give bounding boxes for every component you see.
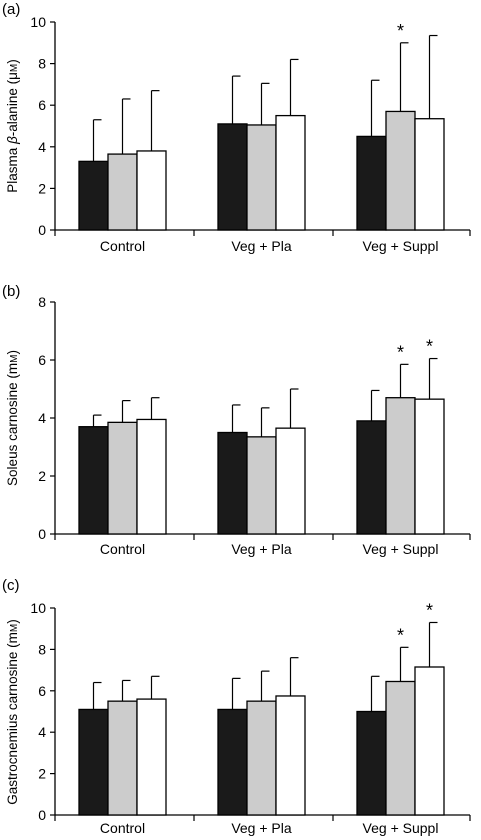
bar	[385, 680, 416, 816]
y-tick-label: 8	[38, 641, 46, 657]
y-axis-label-part: )	[5, 619, 20, 624]
bar	[356, 135, 387, 231]
bar	[246, 436, 277, 535]
y-tick-label: 0	[38, 222, 46, 238]
bar	[78, 160, 109, 231]
category-label: Control	[100, 820, 145, 836]
y-axis-label-part: Plasma	[5, 144, 20, 193]
y-axis-label-part: M	[9, 624, 20, 632]
y-axis-label-part: Soleus carnosine (m	[5, 363, 20, 486]
y-axis-label-part: M	[9, 355, 20, 363]
bar	[217, 708, 248, 816]
bar	[217, 431, 248, 535]
y-axis-label-part: Gastrocnemius carnosine (m	[5, 632, 20, 805]
y-tick-label: 10	[30, 600, 46, 616]
category-label: Veg + Suppl	[363, 541, 439, 557]
bar	[385, 397, 416, 535]
category-label: Veg + Suppl	[363, 238, 439, 254]
y-tick-label: 6	[38, 352, 46, 368]
y-tick-label: 2	[38, 180, 46, 196]
significance-marker: *	[426, 600, 433, 620]
bar	[414, 666, 445, 816]
bar	[275, 114, 306, 231]
y-axis-label: Plasma β-alanine (μM)	[5, 59, 20, 192]
category-label: Veg + Pla	[231, 238, 292, 254]
bar	[356, 710, 387, 816]
bar	[385, 110, 416, 231]
bar	[107, 700, 138, 816]
panel-label: (a)	[2, 1, 20, 18]
significance-marker: *	[397, 21, 404, 41]
bar	[136, 698, 167, 816]
y-tick-label: 2	[38, 766, 46, 782]
y-tick-label: 0	[38, 807, 46, 823]
y-axis-label-part: -alanine (μ	[5, 72, 20, 136]
category-label: Veg + Suppl	[363, 820, 439, 836]
bar	[414, 398, 445, 535]
panel-label: (b)	[2, 283, 20, 300]
y-tick-label: 6	[38, 97, 46, 113]
panel-label: (c)	[2, 577, 20, 594]
bar	[107, 153, 138, 231]
category-label: Veg + Pla	[231, 820, 292, 836]
y-tick-label: 0	[38, 526, 46, 542]
bar	[136, 418, 167, 535]
bar	[78, 426, 109, 535]
panel-1: (a) Plasma β-alanine (μM) 0 2 4 6 8 10 Control Ve…	[2, 1, 471, 254]
significance-marker: *	[426, 337, 433, 357]
y-tick-label: 4	[38, 724, 46, 740]
bar	[107, 421, 138, 535]
y-tick-label: 2	[38, 468, 46, 484]
bar	[246, 700, 277, 816]
bar	[414, 118, 445, 231]
significance-marker: *	[397, 342, 404, 362]
bar	[275, 695, 306, 816]
category-label: Control	[100, 238, 145, 254]
y-axis-label-part: M	[9, 64, 20, 72]
y-tick-label: 10	[30, 14, 46, 30]
bar	[217, 123, 248, 231]
y-tick-label: 4	[38, 410, 46, 426]
significance-marker: *	[397, 625, 404, 645]
panel-2: (b) Soleus carnosine (mM) 0 2 4 6 8 Control Veg …	[2, 283, 471, 557]
bar	[136, 150, 167, 231]
panel-3: (c) Gastrocnemius carnosine (mM) 0 2 4 6 8 10 Co…	[2, 577, 471, 836]
y-tick-label: 4	[38, 139, 46, 155]
y-tick-label: 8	[38, 294, 46, 310]
y-axis-label: Gastrocnemius carnosine (mM)	[5, 619, 20, 804]
y-axis-label-part: )	[5, 350, 20, 355]
category-label: Control	[100, 541, 145, 557]
y-tick-label: 6	[38, 683, 46, 699]
y-axis-label-part: )	[5, 59, 20, 64]
bar	[246, 124, 277, 231]
y-axis-label: Soleus carnosine (mM)	[5, 350, 20, 486]
category-label: Veg + Pla	[231, 541, 292, 557]
bar	[356, 420, 387, 535]
bar	[78, 708, 109, 816]
y-tick-label: 8	[38, 56, 46, 72]
bar	[275, 427, 306, 535]
y-axis-label-part: β	[5, 136, 20, 145]
